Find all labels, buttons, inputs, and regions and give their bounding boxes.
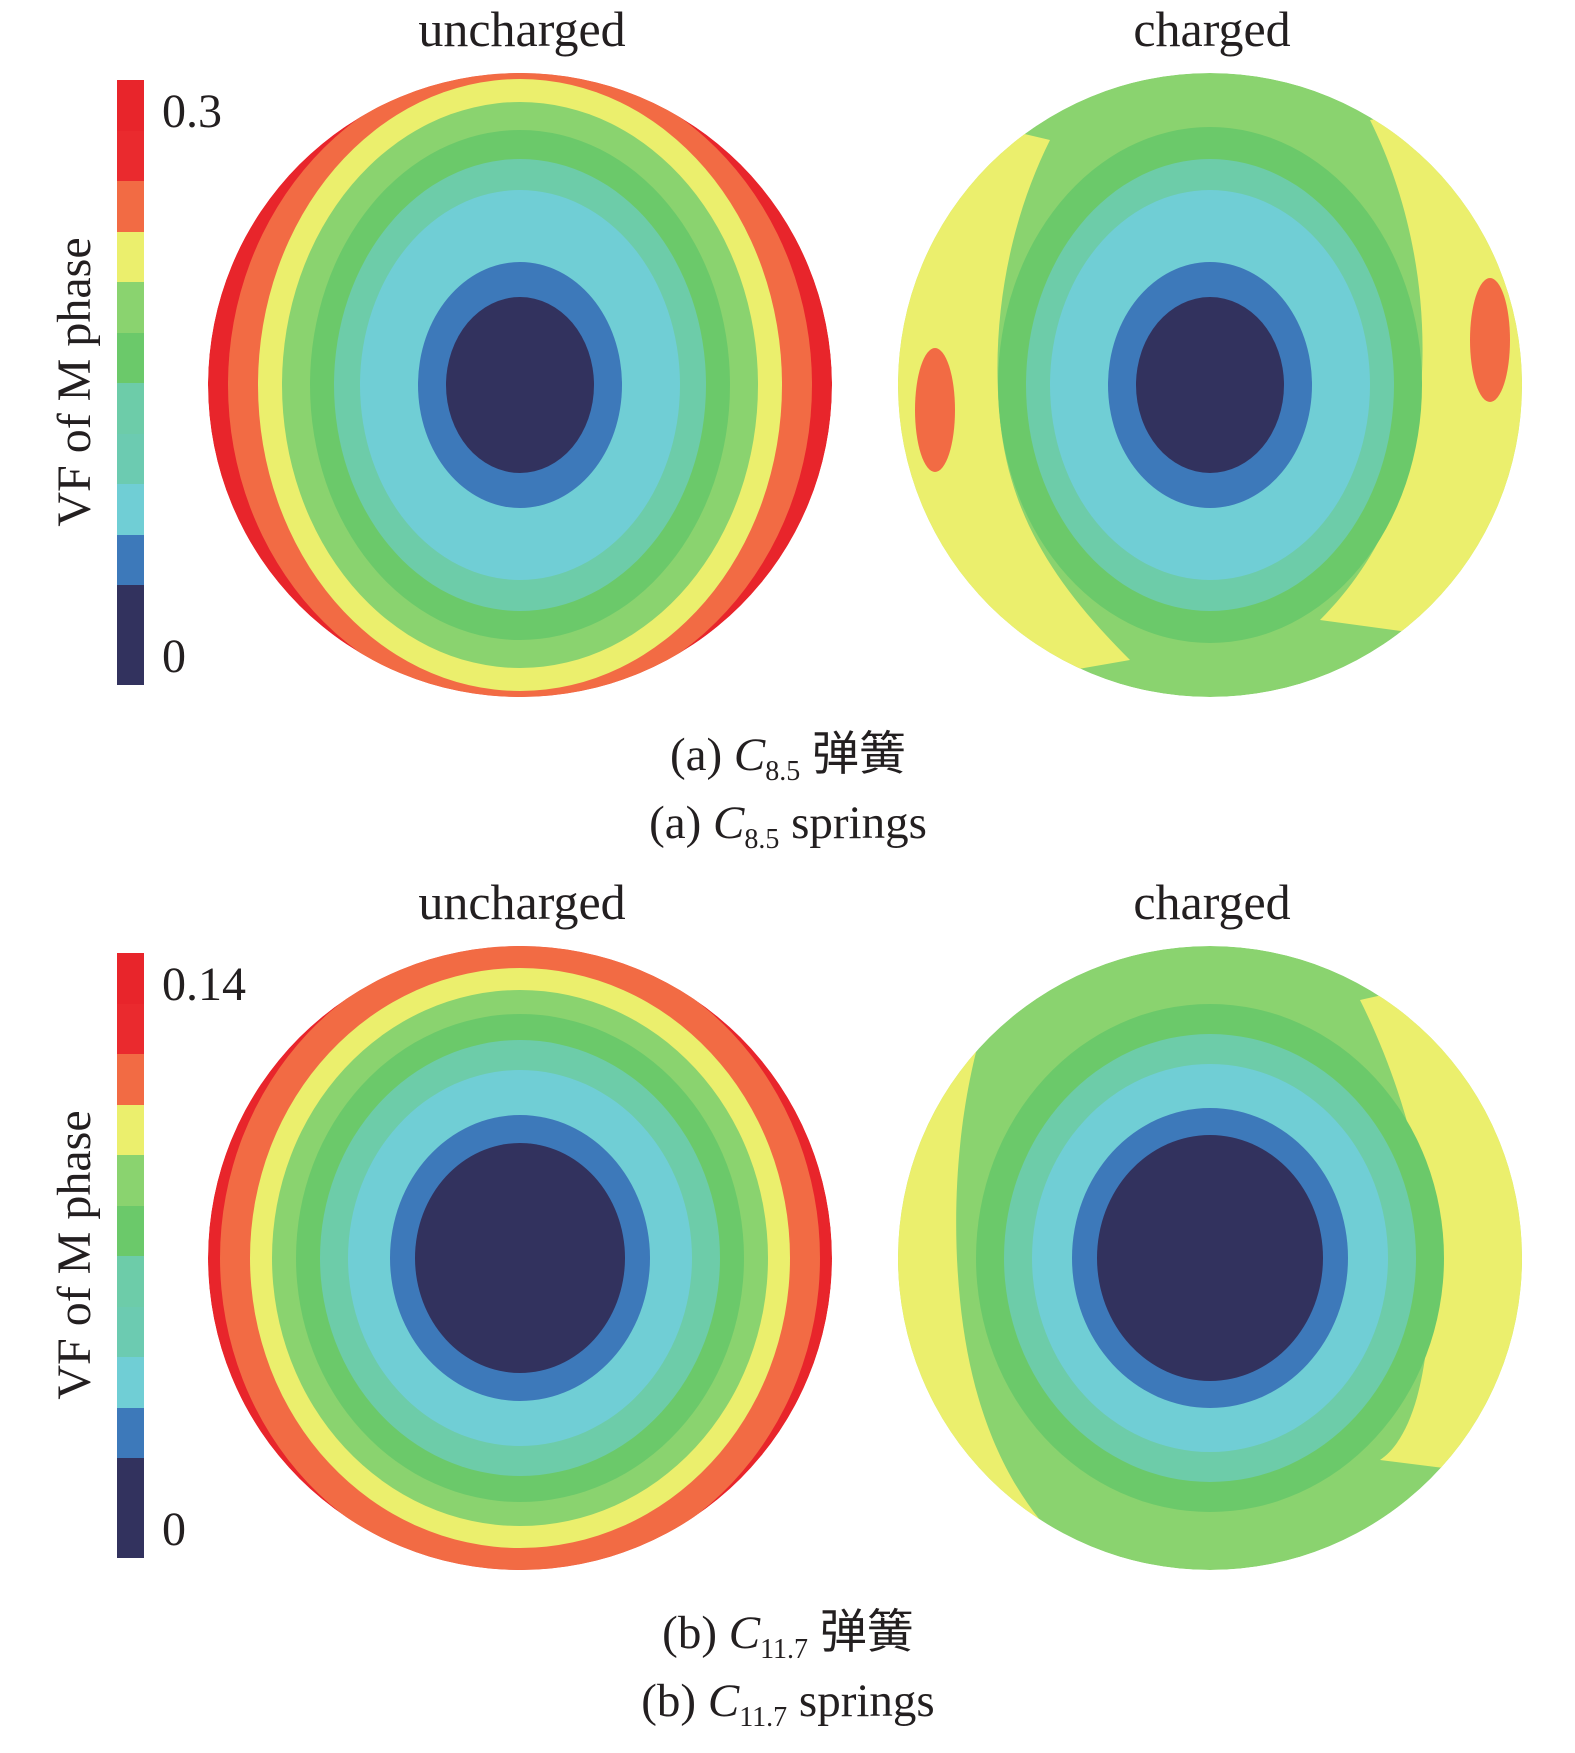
colorbar-segment — [117, 1054, 144, 1105]
contour-map-uncharged-a — [208, 73, 832, 697]
colorbar-segment — [117, 181, 144, 232]
charged-title: charged — [1133, 1, 1290, 57]
colorbar-segment — [117, 383, 144, 434]
uncharged-title: uncharged — [418, 874, 625, 930]
colorbar-segment — [117, 1307, 144, 1357]
colorbar-segment — [117, 282, 144, 333]
colorbar-segment — [117, 535, 144, 585]
colorbar-segment — [117, 1256, 144, 1307]
colorbar-segment — [117, 80, 144, 131]
colorbar-segment — [117, 1155, 144, 1206]
colorbar-min-label: 0 — [162, 630, 186, 683]
contour-map-uncharged-b — [208, 946, 832, 1570]
panel-a: 0.3 0 VF of M phase uncharged charged — [48, 1, 1522, 855]
colorbar-min-label: 0 — [162, 1503, 186, 1556]
colorbar-segment — [117, 953, 144, 1004]
colorbar-segment — [117, 1004, 144, 1054]
panel-b: 0.14 0 VF of M phase uncharged charged — [48, 874, 1522, 1733]
caption-en-b: (b) C11.7 springs — [641, 1675, 934, 1733]
colorbar-segment — [117, 1105, 144, 1155]
charged-title: charged — [1133, 874, 1290, 930]
colorbar-segment — [117, 232, 144, 282]
colorbar-segment — [117, 1206, 144, 1256]
caption-cn-a: (a) C8.5 弹簧 — [670, 729, 906, 787]
contour-map-charged-b — [898, 946, 1522, 1570]
colorbar-segment — [117, 333, 144, 383]
colorbar-max-label: 0.14 — [162, 958, 246, 1011]
colorbar-segment — [117, 1458, 144, 1558]
colorbar-segment — [117, 484, 144, 535]
colorbar-segment — [117, 1357, 144, 1408]
uncharged-title: uncharged — [418, 1, 625, 57]
caption-cn-b: (b) C11.7 弹簧 — [662, 1607, 914, 1665]
colorbar-segment — [117, 1408, 144, 1458]
colorbar-segment — [117, 585, 144, 685]
colorbar-axis-label: VF of M phase — [48, 1110, 101, 1399]
colorbar-axis-label: VF of M phase — [48, 237, 101, 526]
colorbar-segment — [117, 131, 144, 181]
colorbar-a: 0.3 0 VF of M phase — [48, 80, 222, 685]
colorbar-max-label: 0.3 — [162, 85, 222, 138]
caption-en-a: (a) C8.5 springs — [649, 797, 927, 855]
colorbar-segment — [117, 434, 144, 484]
contour-map-charged-a — [898, 73, 1522, 697]
colorbar-b: 0.14 0 VF of M phase — [48, 953, 246, 1558]
